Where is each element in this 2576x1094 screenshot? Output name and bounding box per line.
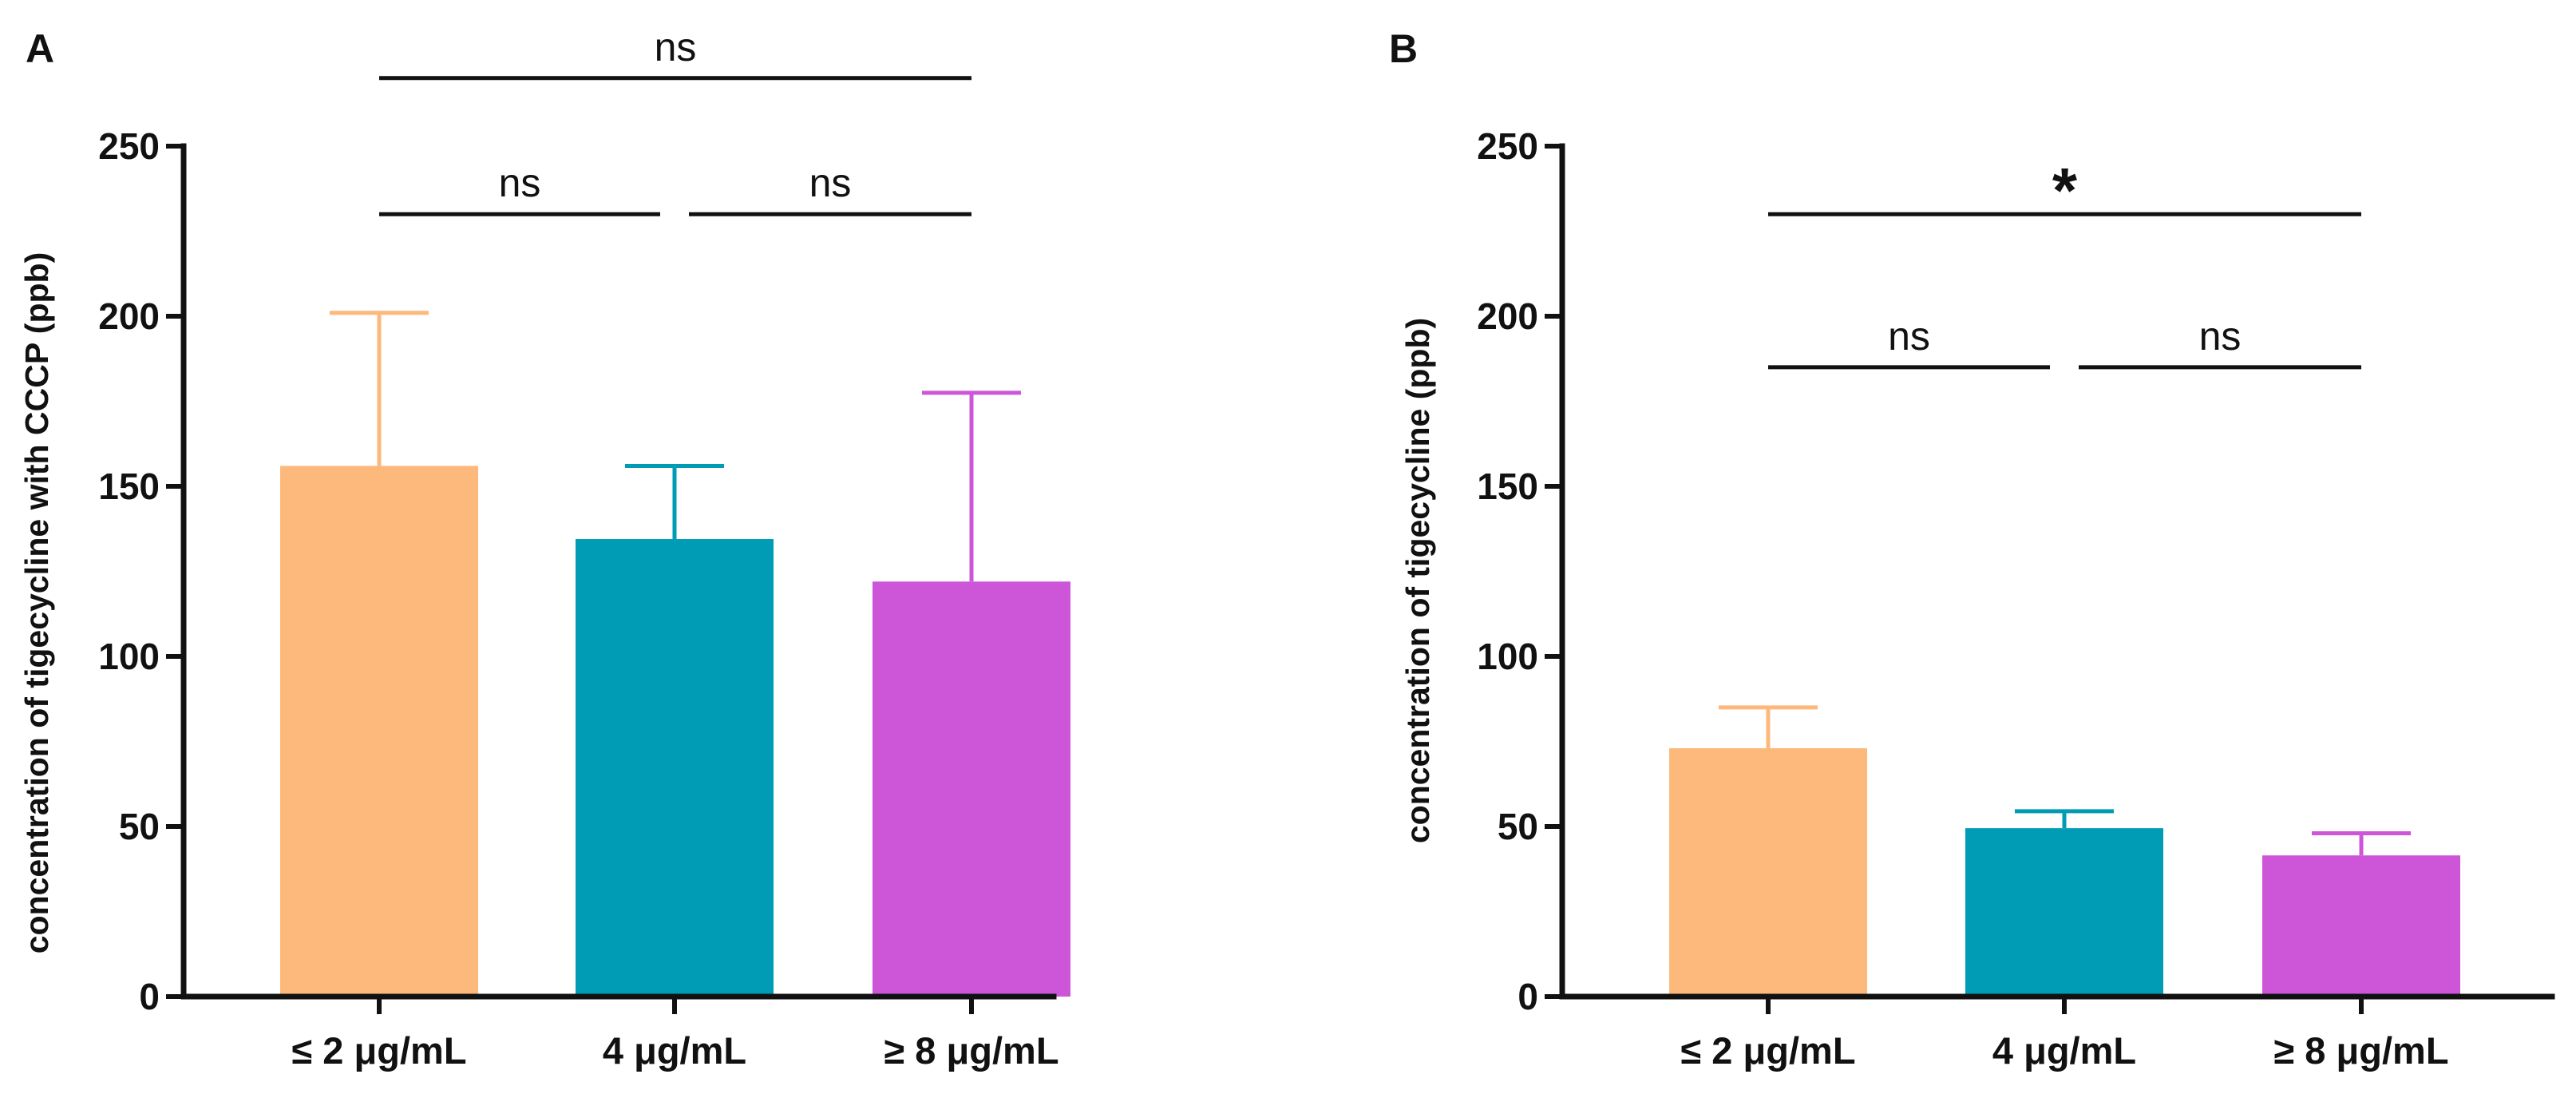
panel-b-y-tick-label-0: 0: [1518, 976, 1538, 1017]
panel-a-y-tick-label-200: 200: [98, 295, 160, 337]
panel-b-bar-3: [2262, 855, 2460, 997]
panel-a-plot: 0 50 100 150 200 250 ≤ 2 μg/mL 4 μg/mL ≥ 8 μg/mL…: [98, 25, 1070, 1072]
panel-b-bar-2: [1965, 828, 2163, 997]
panel-b-category-label-3: ≥ 8 μg/mL: [2273, 1029, 2448, 1072]
panel-b-y-tick-label-250: 250: [1477, 125, 1538, 167]
panel-a-significance-label-1: ns: [499, 161, 541, 205]
panel-a-y-tick-label-100: 100: [98, 636, 160, 677]
panel-a-category-label-1: ≤ 2 μg/mL: [291, 1029, 466, 1072]
panel-b-significance-label-1: ns: [1888, 314, 1930, 359]
panel-a-y-tick-label-50: 50: [119, 806, 160, 847]
panel-a: A concentration of tigecycline with CCCP…: [18, 25, 1070, 1072]
panel-a-y-tick-label-250: 250: [98, 125, 160, 167]
panel-b-y-tick-label-200: 200: [1477, 295, 1538, 337]
panel-b-y-tick-label-100: 100: [1477, 636, 1538, 677]
panel-b: B concentration of tigecycline (ppb) 0 50…: [1389, 26, 2555, 1072]
panel-b-y-axis-label: concentration of tigecycline (ppb): [1399, 318, 1436, 843]
panel-b-y-tick-label-150: 150: [1477, 466, 1538, 507]
panel-a-letter: A: [26, 26, 54, 71]
panel-a-bar-3: [873, 581, 1070, 997]
panel-a-y-axis-label: concentration of tigecycline with CCCP (…: [18, 252, 55, 954]
panel-b-plot: 0 50 100 150 200 250 ≤ 2 μg/mL 4 μg/mL ≥ 8 μg/mL…: [1477, 125, 2555, 1072]
panel-b-category-label-2: 4 μg/mL: [1992, 1029, 2136, 1072]
panel-a-bar-2: [576, 539, 774, 997]
panel-b-significance-label-2: ns: [2199, 314, 2242, 359]
panel-b-y-tick-label-50: 50: [1498, 806, 1538, 847]
panel-a-y-tick-label-150: 150: [98, 466, 160, 507]
panel-a-y-tick-label-0: 0: [139, 976, 160, 1017]
panel-a-category-label-3: ≥ 8 μg/mL: [884, 1029, 1058, 1072]
panel-a-significance-label-3: ns: [655, 25, 697, 69]
panel-a-bar-1: [280, 466, 478, 997]
panel-b-category-label-1: ≤ 2 μg/mL: [1680, 1029, 1855, 1072]
panel-a-significance-label-2: ns: [809, 161, 852, 205]
panel-b-bar-1: [1669, 748, 1867, 997]
panel-b-letter: B: [1389, 26, 1418, 71]
panel-a-category-label-2: 4 μg/mL: [603, 1029, 746, 1072]
panel-b-significance-label-3: *: [2052, 155, 2078, 226]
